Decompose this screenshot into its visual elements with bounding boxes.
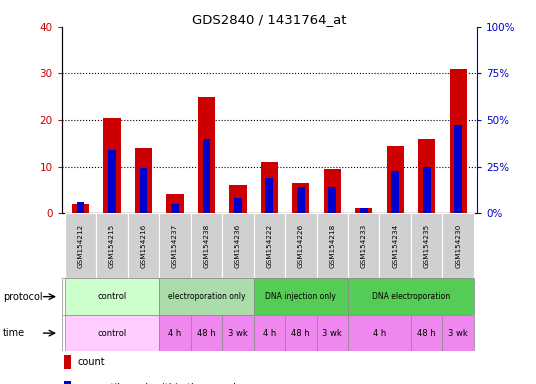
- Bar: [159, 315, 191, 351]
- Bar: [317, 213, 348, 278]
- Text: 4 h: 4 h: [263, 329, 276, 338]
- Bar: [128, 213, 159, 278]
- Bar: [77, 202, 84, 213]
- Bar: [423, 167, 430, 213]
- Bar: [411, 213, 442, 278]
- Text: 48 h: 48 h: [418, 329, 436, 338]
- Bar: [297, 187, 304, 213]
- Bar: [234, 198, 242, 213]
- Bar: [171, 204, 179, 213]
- Bar: [139, 169, 147, 213]
- Bar: [260, 162, 278, 213]
- Bar: [222, 315, 254, 351]
- Bar: [450, 69, 467, 213]
- Text: count: count: [77, 357, 105, 367]
- Bar: [317, 315, 348, 351]
- Bar: [159, 278, 254, 315]
- Bar: [329, 187, 336, 213]
- Text: 48 h: 48 h: [197, 329, 215, 338]
- Text: 3 wk: 3 wk: [323, 329, 342, 338]
- Text: time: time: [3, 328, 25, 338]
- Bar: [65, 315, 159, 351]
- Text: GSM154235: GSM154235: [423, 223, 430, 268]
- Text: 4 h: 4 h: [168, 329, 182, 338]
- Text: 3 wk: 3 wk: [448, 329, 468, 338]
- Bar: [285, 315, 317, 351]
- Bar: [191, 213, 222, 278]
- Text: control: control: [98, 292, 126, 301]
- Bar: [324, 169, 341, 213]
- Bar: [348, 278, 474, 315]
- Text: GSM154237: GSM154237: [172, 223, 178, 268]
- Text: GSM154222: GSM154222: [266, 223, 272, 268]
- Bar: [455, 125, 462, 213]
- Bar: [203, 139, 210, 213]
- Bar: [348, 213, 379, 278]
- Text: GSM154238: GSM154238: [203, 223, 210, 268]
- Bar: [285, 213, 317, 278]
- Bar: [72, 204, 89, 213]
- Bar: [64, 381, 71, 384]
- Bar: [386, 146, 404, 213]
- Bar: [65, 213, 96, 278]
- Bar: [379, 213, 411, 278]
- Bar: [292, 183, 309, 213]
- Text: GSM154233: GSM154233: [361, 223, 367, 268]
- Bar: [103, 118, 121, 213]
- Text: 3 wk: 3 wk: [228, 329, 248, 338]
- Bar: [442, 315, 474, 351]
- Bar: [348, 315, 411, 351]
- Text: GSM154226: GSM154226: [298, 223, 304, 268]
- Text: GSM154218: GSM154218: [329, 223, 336, 268]
- Bar: [418, 139, 435, 213]
- Text: GSM154230: GSM154230: [455, 223, 461, 268]
- Text: control: control: [98, 329, 126, 338]
- Bar: [355, 209, 373, 213]
- Text: GSM154216: GSM154216: [140, 223, 146, 268]
- Bar: [254, 278, 348, 315]
- Text: DNA electroporation: DNA electroporation: [372, 292, 450, 301]
- Bar: [391, 171, 399, 213]
- Bar: [198, 97, 215, 213]
- Bar: [411, 315, 442, 351]
- Bar: [64, 355, 71, 369]
- Bar: [65, 278, 159, 315]
- Text: 4 h: 4 h: [373, 329, 386, 338]
- Bar: [135, 148, 152, 213]
- Bar: [229, 185, 247, 213]
- Bar: [108, 150, 116, 213]
- Text: GSM154215: GSM154215: [109, 223, 115, 268]
- Text: protocol: protocol: [3, 291, 42, 302]
- Bar: [222, 213, 254, 278]
- Text: 48 h: 48 h: [292, 329, 310, 338]
- Text: GSM154234: GSM154234: [392, 223, 398, 268]
- Bar: [96, 213, 128, 278]
- Text: GSM154236: GSM154236: [235, 223, 241, 268]
- Bar: [254, 315, 285, 351]
- Bar: [166, 195, 184, 213]
- Bar: [442, 213, 474, 278]
- Text: percentile rank within the sample: percentile rank within the sample: [77, 383, 242, 384]
- Bar: [254, 213, 285, 278]
- Text: electroporation only: electroporation only: [168, 292, 245, 301]
- Text: DNA injection only: DNA injection only: [265, 292, 336, 301]
- Bar: [159, 213, 191, 278]
- Text: GSM154212: GSM154212: [78, 223, 84, 268]
- Title: GDS2840 / 1431764_at: GDS2840 / 1431764_at: [192, 13, 347, 26]
- Bar: [265, 178, 273, 213]
- Bar: [191, 315, 222, 351]
- Bar: [360, 209, 368, 213]
